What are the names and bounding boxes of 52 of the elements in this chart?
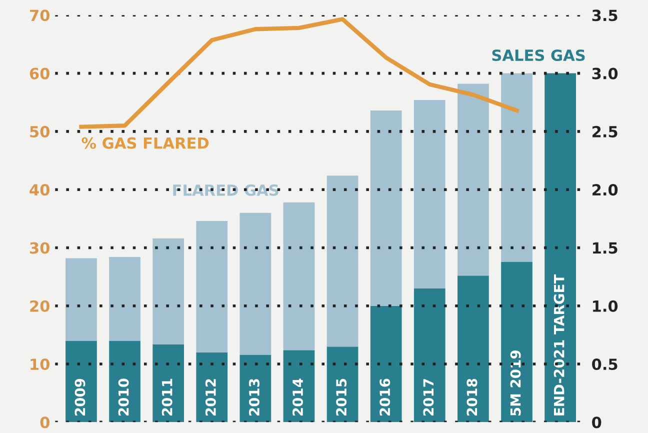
bar bbox=[283, 202, 315, 350]
bar bbox=[196, 220, 228, 352]
y2-tick-label: 1.5 bbox=[593, 242, 618, 254]
x-tick-label: 2012 bbox=[205, 379, 216, 416]
y-tick-label: 30 bbox=[30, 242, 50, 254]
y2-tick-label: 2.0 bbox=[592, 184, 618, 196]
bar bbox=[326, 176, 358, 347]
y-tick-label: 70 bbox=[30, 10, 50, 22]
x-tick-label: 2011 bbox=[162, 378, 172, 416]
bar bbox=[240, 354, 272, 422]
bar bbox=[152, 344, 184, 422]
x-tick-label: 2015 bbox=[336, 378, 347, 416]
x-tick-label: 2016 bbox=[380, 378, 390, 416]
y2-tick-label: 0 bbox=[592, 416, 602, 428]
y2-tick-label: 2.5 bbox=[592, 126, 618, 138]
y2-tick-label: 0.5 bbox=[592, 358, 618, 370]
y2-tick-label: 1.0 bbox=[593, 300, 618, 312]
y-tick-label: 10 bbox=[30, 358, 50, 370]
bar bbox=[152, 238, 184, 344]
x-tick-label: 5M 2019 bbox=[510, 350, 521, 416]
bar bbox=[109, 257, 140, 341]
x-tick-label: 2018 bbox=[466, 378, 478, 416]
y-tick-label: 20 bbox=[30, 300, 50, 312]
y-tick-label: 40 bbox=[30, 184, 50, 196]
bar bbox=[458, 84, 489, 276]
y2-tick-label: 3.0 bbox=[592, 68, 618, 80]
bar bbox=[240, 212, 272, 355]
x-tick-label: 2009 bbox=[74, 378, 86, 416]
bar bbox=[414, 288, 446, 422]
bar bbox=[501, 73, 532, 262]
y2-tick-label: 3.5 bbox=[592, 10, 618, 22]
y-tick-label: 0 bbox=[40, 416, 50, 428]
bar bbox=[370, 110, 402, 306]
bar bbox=[66, 340, 97, 422]
series-label: % GAS FLARED bbox=[82, 137, 209, 149]
bar bbox=[196, 352, 228, 422]
x-tick-label: 2014 bbox=[292, 378, 304, 416]
bar bbox=[544, 73, 576, 422]
bar bbox=[414, 100, 446, 288]
bar bbox=[370, 306, 402, 422]
x-tick-label: 2010 bbox=[118, 378, 129, 416]
bar bbox=[458, 276, 489, 422]
x-tick-label: 2013 bbox=[248, 379, 260, 416]
y-tick-label: 60 bbox=[30, 68, 50, 80]
bar bbox=[66, 258, 97, 341]
bar bbox=[501, 262, 532, 422]
x-tick-label: 2017 bbox=[423, 379, 434, 416]
bar bbox=[326, 346, 358, 422]
y-tick-label: 50 bbox=[30, 126, 50, 138]
x-tick-label: END-2021 TARGET bbox=[554, 274, 564, 416]
series-label: SALES GAS bbox=[492, 49, 585, 62]
bar bbox=[109, 340, 140, 422]
